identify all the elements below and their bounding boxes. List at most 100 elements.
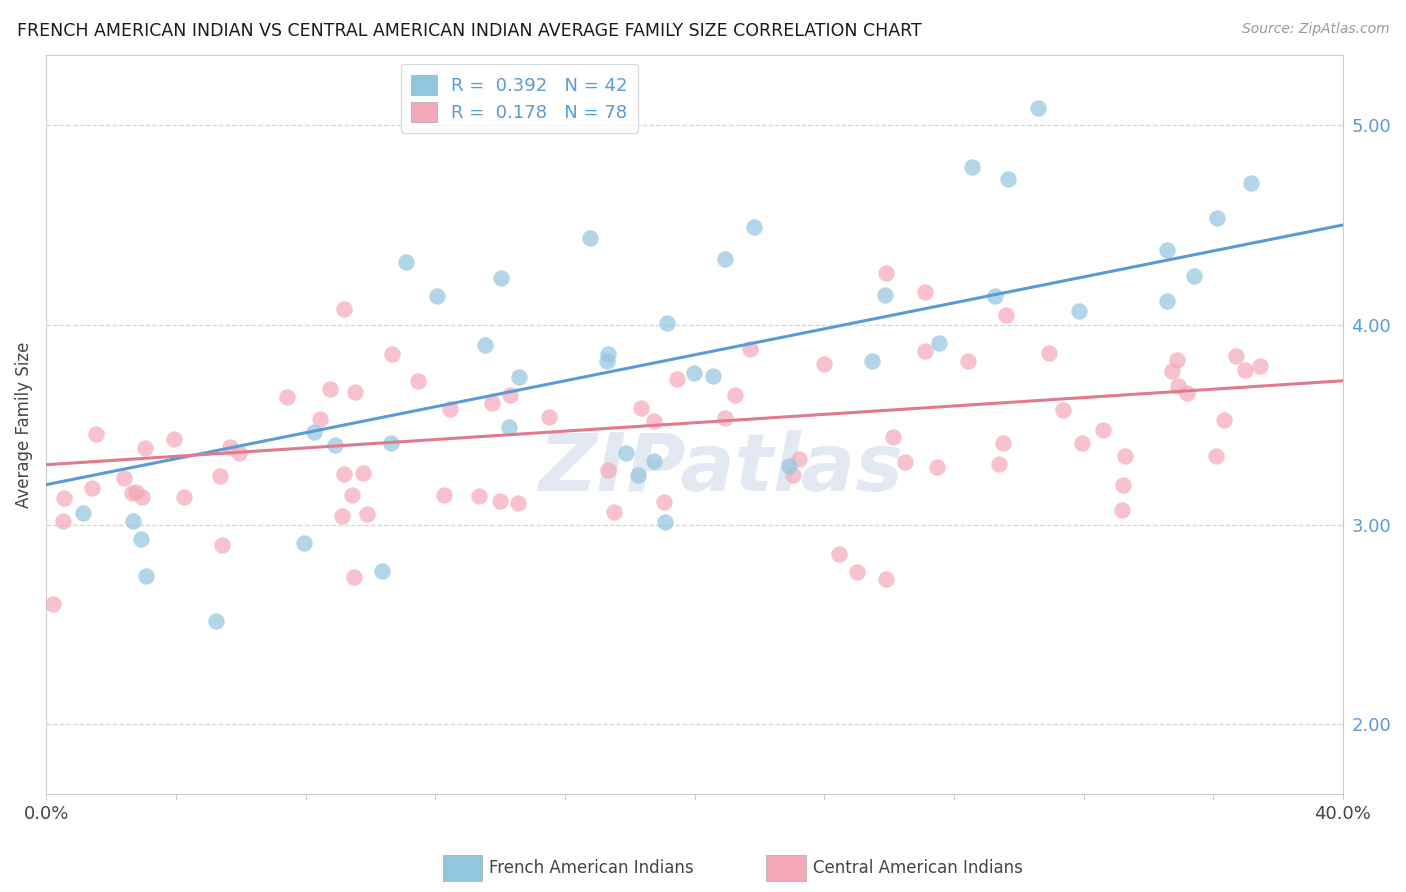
- Point: [131, 491, 153, 505]
- Point: [352, 467, 374, 481]
- Point: [332, 302, 354, 317]
- Point: [1091, 423, 1114, 437]
- Point: [928, 336, 950, 351]
- Point: [41, 598, 63, 612]
- Point: [983, 288, 1005, 302]
- Point: [330, 508, 353, 523]
- Text: Source: ZipAtlas.com: Source: ZipAtlas.com: [1241, 22, 1389, 37]
- Point: [173, 490, 195, 504]
- Point: [489, 494, 512, 508]
- Text: Central American Indians: Central American Indians: [813, 859, 1022, 877]
- Point: [380, 436, 402, 450]
- Point: [614, 446, 637, 460]
- Point: [489, 271, 512, 285]
- Y-axis label: Average Family Size: Average Family Size: [15, 342, 32, 508]
- Point: [713, 411, 735, 425]
- Point: [988, 457, 1011, 471]
- Point: [408, 374, 430, 388]
- Point: [163, 432, 186, 446]
- Point: [84, 426, 107, 441]
- Point: [467, 489, 489, 503]
- Point: [643, 414, 665, 428]
- Point: [474, 338, 496, 352]
- Point: [342, 570, 364, 584]
- Point: [333, 467, 356, 482]
- Point: [828, 548, 851, 562]
- Point: [508, 370, 530, 384]
- Point: [724, 388, 747, 402]
- Point: [744, 219, 766, 234]
- Point: [1052, 403, 1074, 417]
- Point: [219, 440, 242, 454]
- Point: [596, 354, 619, 368]
- Point: [655, 316, 678, 330]
- Point: [1038, 346, 1060, 360]
- Text: ZIPatlas: ZIPatlas: [538, 430, 903, 508]
- Point: [439, 401, 461, 416]
- Point: [630, 401, 652, 415]
- Point: [960, 160, 983, 174]
- Point: [882, 430, 904, 444]
- Point: [1166, 352, 1188, 367]
- Point: [122, 514, 145, 528]
- Point: [875, 572, 897, 586]
- Point: [323, 438, 346, 452]
- Point: [1114, 449, 1136, 463]
- Point: [481, 396, 503, 410]
- Point: [134, 441, 156, 455]
- Point: [1167, 379, 1189, 393]
- Point: [135, 568, 157, 582]
- Point: [121, 486, 143, 500]
- Point: [302, 425, 325, 440]
- Text: French American Indians: French American Indians: [489, 859, 695, 877]
- Point: [873, 287, 896, 301]
- Point: [665, 372, 688, 386]
- Point: [683, 366, 706, 380]
- Point: [714, 252, 737, 266]
- Point: [205, 614, 228, 628]
- Legend: R =  0.392   N = 42, R =  0.178   N = 78: R = 0.392 N = 42, R = 0.178 N = 78: [401, 64, 638, 133]
- Point: [498, 420, 520, 434]
- Point: [862, 354, 884, 368]
- Point: [52, 515, 75, 529]
- Point: [914, 285, 936, 300]
- Point: [787, 451, 810, 466]
- Point: [1249, 359, 1271, 373]
- Point: [1160, 364, 1182, 378]
- Point: [344, 384, 367, 399]
- Point: [1026, 101, 1049, 115]
- Point: [782, 467, 804, 482]
- Point: [276, 390, 298, 404]
- Point: [994, 308, 1017, 322]
- Point: [506, 496, 529, 510]
- Point: [1233, 362, 1256, 376]
- Point: [72, 506, 94, 520]
- Point: [53, 491, 76, 505]
- Point: [738, 342, 761, 356]
- Point: [596, 347, 619, 361]
- Point: [702, 369, 724, 384]
- Point: [125, 485, 148, 500]
- Point: [426, 288, 449, 302]
- Point: [997, 172, 1019, 186]
- Point: [208, 469, 231, 483]
- Point: [342, 488, 364, 502]
- Point: [846, 565, 869, 579]
- Point: [778, 459, 800, 474]
- Point: [1182, 268, 1205, 283]
- Point: [356, 507, 378, 521]
- Point: [538, 410, 561, 425]
- Point: [956, 354, 979, 368]
- Point: [1156, 244, 1178, 258]
- Point: [894, 455, 917, 469]
- Point: [129, 532, 152, 546]
- Point: [308, 412, 330, 426]
- Point: [1070, 436, 1092, 450]
- Text: FRENCH AMERICAN INDIAN VS CENTRAL AMERICAN INDIAN AVERAGE FAMILY SIZE CORRELATIO: FRENCH AMERICAN INDIAN VS CENTRAL AMERIC…: [17, 22, 921, 40]
- Point: [813, 357, 835, 371]
- Point: [1205, 450, 1227, 464]
- Point: [914, 344, 936, 359]
- Point: [1112, 478, 1135, 492]
- Point: [654, 515, 676, 529]
- Point: [211, 538, 233, 552]
